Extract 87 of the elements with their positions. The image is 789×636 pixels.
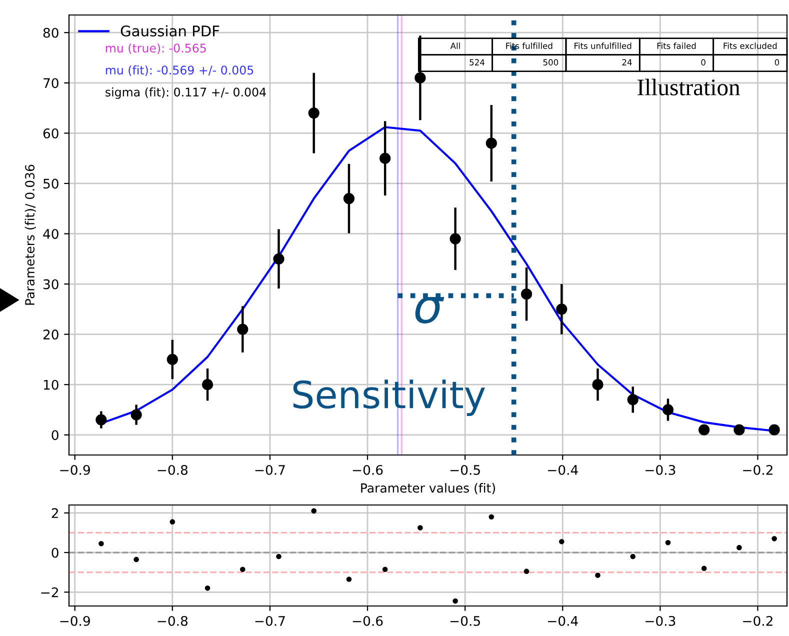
- point: [96, 414, 107, 426]
- point: [382, 566, 388, 572]
- annotation: 0: [774, 59, 780, 66]
- point: [346, 576, 352, 582]
- x-tick-label: −0.5: [450, 616, 480, 626]
- x-tick-label: −0.2: [743, 616, 772, 626]
- y-tick-label: 80: [43, 28, 58, 38]
- point: [736, 544, 742, 550]
- x-tick-label: −0.7: [255, 616, 285, 626]
- x-tick-label: −0.9: [60, 616, 90, 626]
- x-tick-label: −0.3: [646, 464, 676, 475]
- annotation: σ: [415, 296, 444, 324]
- x-tick-label: −0.4: [548, 616, 578, 626]
- x-tick-label: −0.6: [352, 616, 383, 626]
- x-tick-label: −0.2: [743, 464, 772, 475]
- point: [273, 253, 284, 264]
- point: [630, 554, 636, 560]
- point: [524, 568, 530, 574]
- point: [772, 536, 777, 542]
- y-tick-label: 30: [43, 279, 58, 290]
- y-tick-label: 2: [52, 508, 58, 518]
- point: [486, 138, 497, 149]
- point: [170, 519, 176, 524]
- annotation: 524: [470, 59, 484, 66]
- point: [665, 540, 671, 546]
- annotation: Fits excluded: [724, 42, 777, 49]
- y-tick-label: 40: [43, 228, 58, 239]
- annotation: 24: [622, 59, 632, 66]
- point: [556, 304, 568, 315]
- annotation: Illustration: [638, 78, 740, 96]
- point: [701, 566, 707, 572]
- y-tick-label: 10: [44, 380, 58, 390]
- point: [237, 324, 248, 335]
- legend-label: Gaussian PDF: [120, 25, 220, 36]
- point: [240, 566, 246, 572]
- x-tick-label: −0.8: [158, 464, 188, 475]
- y-tick-label: −2: [41, 587, 58, 598]
- annotation: All: [450, 42, 460, 49]
- point: [343, 192, 355, 204]
- point: [311, 508, 317, 514]
- y-tick-label: 20: [43, 330, 58, 340]
- annotation: 500: [543, 59, 558, 66]
- point: [592, 379, 604, 390]
- point: [698, 424, 710, 436]
- point: [308, 108, 320, 119]
- point: [450, 233, 461, 244]
- point: [595, 572, 600, 578]
- x-tick-label: −0.5: [450, 464, 480, 475]
- y-axis-title: Parameters (fit)/ 0.036: [24, 164, 36, 305]
- y-tick-label: 50: [44, 178, 58, 189]
- x-tick-label: −0.3: [646, 616, 676, 626]
- y-tick-label: 0: [52, 548, 58, 558]
- annotation: Sensitivity: [293, 380, 486, 416]
- x-tick-label: −0.4: [548, 464, 578, 475]
- x-tick-label: −0.6: [352, 464, 383, 475]
- annotation: Fits failed: [657, 42, 696, 49]
- x-tick-label: −0.7: [255, 464, 285, 475]
- annotation: 0: [701, 59, 706, 66]
- point: [130, 409, 142, 420]
- point: [204, 586, 210, 591]
- x-axis-title: Parameter values (fit): [361, 483, 496, 494]
- point: [202, 379, 214, 390]
- point: [380, 152, 391, 164]
- point: [734, 424, 745, 436]
- point: [452, 598, 458, 604]
- point: [520, 288, 532, 300]
- ref-line-label: mu (fit): -0.569 +/- 0.005: [106, 65, 254, 76]
- y-tick-label: 60: [43, 128, 58, 138]
- annotation: Fits fulfilled: [506, 42, 552, 49]
- x-tick-label: −0.9: [60, 464, 90, 475]
- point: [414, 72, 426, 84]
- point: [488, 514, 494, 520]
- x-tick-label: −0.8: [158, 616, 188, 626]
- point: [98, 540, 104, 546]
- annotation: sigma (fit): 0.117 +/- 0.004: [106, 87, 266, 99]
- annotation: Fits unfulfilled: [574, 42, 632, 49]
- point: [662, 404, 674, 416]
- point: [768, 424, 780, 436]
- point: [166, 354, 178, 366]
- point: [134, 556, 139, 562]
- y-tick-label: 70: [44, 78, 58, 88]
- point: [558, 538, 564, 544]
- point: [627, 394, 638, 406]
- y-tick-label: 0: [52, 430, 58, 440]
- point: [276, 554, 282, 560]
- point: [418, 525, 423, 530]
- ref-line-label: mu (true): -0.565: [106, 43, 206, 54]
